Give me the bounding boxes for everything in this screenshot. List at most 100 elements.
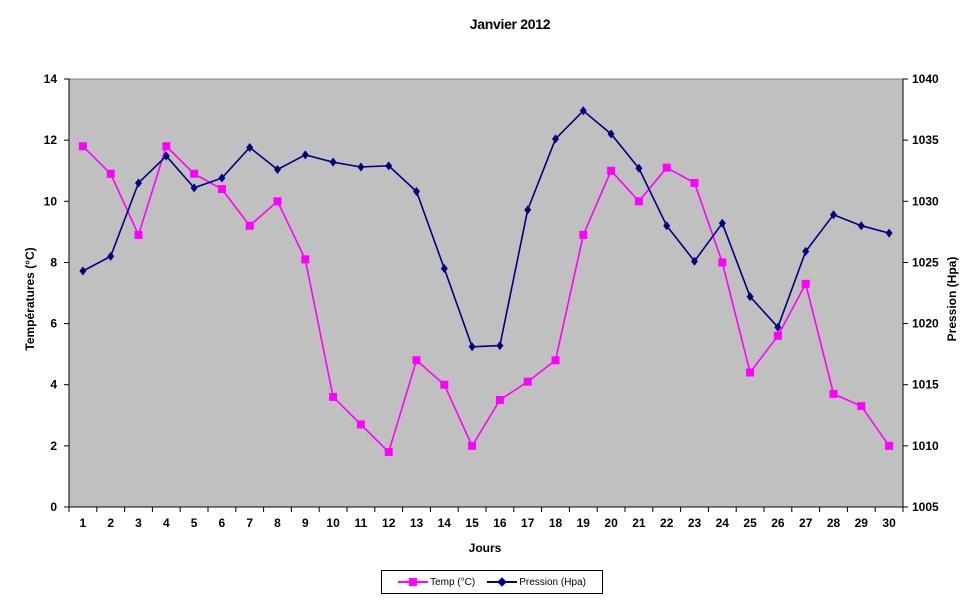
data-point — [579, 106, 587, 116]
x-tick-label: 26 — [771, 516, 785, 530]
x-tick-label: 21 — [632, 516, 646, 530]
data-point — [663, 221, 671, 231]
left-tick-label: 14 — [44, 72, 58, 86]
x-tick-label: 30 — [882, 516, 896, 530]
left-axis-ticks: 0 2 4 6 8 10 12 14 — [44, 72, 69, 514]
data-point — [162, 142, 171, 151]
legend-swatch-pression — [487, 577, 518, 587]
left-tick-label: 12 — [44, 133, 58, 147]
data-point — [857, 402, 866, 411]
right-tick-label: 1040 — [912, 72, 939, 86]
y-axis-title-right: Pression (Hpa) — [945, 257, 959, 342]
data-point — [440, 264, 448, 274]
x-axis-title: Jours — [469, 541, 502, 555]
data-point — [885, 228, 893, 238]
data-point — [356, 420, 365, 429]
data-point — [801, 279, 810, 288]
data-point — [496, 341, 504, 351]
x-tick-label: 12 — [382, 516, 396, 530]
x-tick-label: 24 — [716, 516, 730, 530]
right-tick-label: 1015 — [912, 378, 939, 392]
data-point — [746, 368, 755, 377]
data-point — [523, 377, 532, 386]
data-point — [218, 173, 226, 183]
data-point — [301, 150, 309, 160]
data-point — [246, 142, 254, 152]
data-point — [78, 142, 87, 151]
data-point — [162, 151, 170, 161]
data-point — [607, 166, 616, 175]
data-point — [106, 169, 115, 178]
data-point — [412, 356, 421, 365]
series-line — [82, 144, 890, 454]
data-point — [301, 255, 310, 264]
data-point — [329, 157, 337, 167]
x-tick-label: 19 — [577, 516, 591, 530]
data-point — [774, 322, 782, 332]
right-tick-label: 1025 — [912, 255, 939, 269]
left-tick-label: 10 — [44, 194, 58, 208]
data-point — [802, 246, 810, 256]
series-line — [82, 109, 890, 348]
data-point — [635, 163, 643, 173]
x-tick-label: 28 — [827, 516, 841, 530]
x-tick-label: 10 — [326, 516, 340, 530]
left-tick-label: 6 — [50, 317, 57, 331]
legend: Temp (°C) Pression (Hpa) — [381, 570, 603, 594]
right-axis-ticks: 1005 1010 1015 1020 1025 1030 1035 1040 — [903, 72, 939, 514]
series-pression — [79, 106, 893, 352]
data-point — [217, 185, 226, 194]
data-point — [385, 161, 393, 171]
x-tick-label: 15 — [465, 516, 479, 530]
data-point — [273, 197, 282, 206]
data-point — [190, 183, 198, 193]
data-point — [384, 447, 393, 456]
data-point — [746, 292, 754, 302]
right-tick-label: 1020 — [912, 317, 939, 331]
legend-item-temp: Temp (°C) — [398, 577, 475, 588]
x-tick-label: 23 — [688, 516, 702, 530]
data-point — [773, 331, 782, 340]
right-tick-label: 1030 — [912, 194, 939, 208]
x-tick-label: 7 — [246, 516, 253, 530]
data-point — [885, 441, 894, 450]
data-point — [468, 342, 476, 352]
left-tick-label: 8 — [50, 255, 57, 269]
x-tick-label: 5 — [191, 516, 198, 530]
x-tick-label: 1 — [80, 516, 87, 530]
data-point — [245, 221, 254, 230]
left-tick-label: 4 — [50, 378, 57, 392]
x-tick-label: 25 — [743, 516, 757, 530]
x-tick-label: 14 — [438, 516, 452, 530]
data-point — [440, 380, 449, 389]
data-point — [607, 129, 615, 139]
data-point — [691, 256, 698, 266]
data-point — [579, 230, 588, 239]
data-point — [524, 205, 532, 215]
data-point — [190, 169, 199, 178]
data-point — [690, 178, 699, 187]
x-tick-label: 16 — [493, 516, 507, 530]
x-tick-label: 13 — [410, 516, 424, 530]
left-tick-label: 2 — [50, 439, 57, 453]
x-tick-label: 27 — [799, 516, 813, 530]
data-point — [662, 163, 671, 172]
data-point — [830, 210, 837, 220]
x-tick-label: 4 — [163, 516, 170, 530]
x-tick-label: 29 — [855, 516, 869, 530]
legend-label-temp: Temp (°C) — [430, 576, 476, 588]
x-axis-ticks: 1 2 3 4 5 6 7 8 9 10 11 12 13 14 15 16 17 18 19 20 21 22 23 24 2… — [68, 507, 904, 530]
data-point — [468, 441, 477, 450]
x-tick-label: 17 — [521, 516, 535, 530]
data-point — [79, 266, 87, 276]
data-point — [357, 162, 365, 172]
right-tick-label: 1010 — [912, 439, 939, 453]
legend-swatch-temp — [398, 577, 429, 587]
x-tick-label: 2 — [107, 516, 114, 530]
x-tick-label: 20 — [604, 516, 618, 530]
chart-title: Janvier 2012 — [469, 16, 551, 32]
data-point — [329, 392, 338, 401]
right-tick-label: 1035 — [912, 133, 939, 147]
legend-item-pression: Pression (Hpa) — [487, 577, 586, 588]
